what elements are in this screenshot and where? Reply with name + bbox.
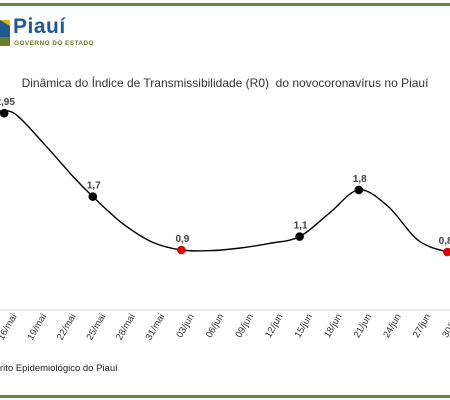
chart-title: Dinâmica do Índice de Transmissibilidade…: [21, 76, 429, 90]
data-labels: 2,95 1,7 0,9 1,1 1,8 0,87: [0, 97, 450, 247]
data-label: 0,9: [175, 234, 189, 245]
x-tick-labels: 16/mai 19/mai 22/mai 25/mai 28/mai 31/mai 03/j…: [0, 312, 450, 342]
x-tick-label: 27/jun: [411, 312, 433, 340]
bottom-border-line: [0, 395, 450, 398]
brand-subtitle: GOVERNO DO ESTADO: [14, 40, 94, 47]
r0-series-line: [0, 109, 450, 254]
data-label: 0,87: [439, 236, 450, 247]
x-tick-label: 06/jun: [204, 312, 226, 340]
data-point: [295, 232, 304, 241]
x-tick-label: 03/jun: [174, 312, 196, 340]
x-tick-label: 28/mai: [114, 312, 138, 342]
top-border-line: [0, 3, 450, 6]
x-tick-label: 31/mai: [144, 312, 168, 342]
x-tick-label: 30/jun: [440, 312, 450, 340]
data-label: 2,95: [0, 97, 15, 108]
data-label: 1,7: [87, 181, 101, 192]
data-point: [0, 108, 9, 118]
x-tick-label: 21/jun: [352, 312, 374, 340]
source-footnote: rito Epidemiológico do Piauí: [0, 363, 118, 374]
data-point: [354, 185, 364, 195]
logo-emblem-icon: [0, 20, 10, 46]
x-tick-label: 16/mai: [0, 312, 20, 342]
data-label: 1,1: [294, 221, 308, 232]
x-tick-label: 25/mai: [84, 312, 108, 342]
brand-name: Piauí: [13, 15, 66, 38]
x-tick-label: 18/jun: [322, 312, 344, 340]
x-tick-label: 15/jun: [293, 312, 315, 340]
x-tick-label: 09/jun: [234, 312, 256, 340]
data-points: [0, 108, 450, 257]
x-tick-label: 24/jun: [381, 312, 403, 340]
data-point: [88, 192, 98, 201]
x-tick-label: 12/jun: [263, 312, 285, 340]
x-tick-label: 22/mai: [55, 312, 79, 342]
data-label: 1,8: [353, 174, 367, 185]
x-tick-label: 19/mai: [25, 312, 49, 342]
data-point: [443, 247, 450, 257]
brand-logo: Piauí GOVERNO DO ESTADO: [0, 15, 110, 52]
data-point: [177, 245, 186, 255]
